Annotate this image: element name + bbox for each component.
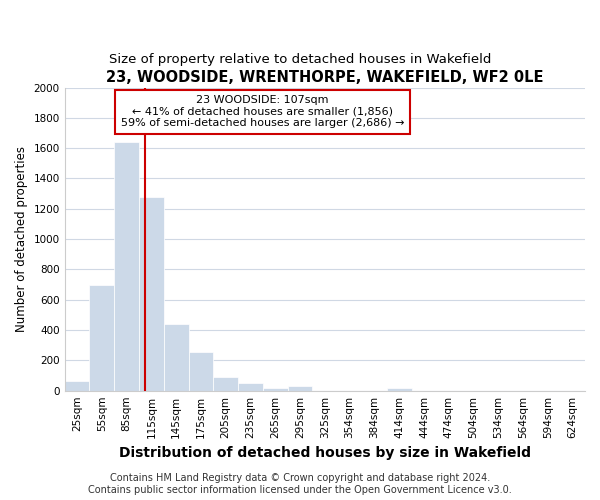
Bar — [164, 324, 188, 390]
Bar — [89, 286, 114, 391]
Text: 23 WOODSIDE: 107sqm
← 41% of detached houses are smaller (1,856)
59% of semi-det: 23 WOODSIDE: 107sqm ← 41% of detached ho… — [121, 95, 404, 128]
Bar — [287, 386, 313, 390]
Bar — [114, 142, 139, 390]
X-axis label: Distribution of detached houses by size in Wakefield: Distribution of detached houses by size … — [119, 446, 531, 460]
Bar — [214, 378, 238, 390]
Text: Contains HM Land Registry data © Crown copyright and database right 2024.
Contai: Contains HM Land Registry data © Crown c… — [88, 474, 512, 495]
Title: 23, WOODSIDE, WRENTHORPE, WAKEFIELD, WF2 0LE: 23, WOODSIDE, WRENTHORPE, WAKEFIELD, WF2… — [106, 70, 544, 85]
Bar — [387, 388, 412, 390]
Y-axis label: Number of detached properties: Number of detached properties — [15, 146, 28, 332]
Bar — [188, 352, 214, 391]
Bar — [263, 388, 287, 390]
Bar — [65, 381, 89, 390]
Text: Size of property relative to detached houses in Wakefield: Size of property relative to detached ho… — [109, 52, 491, 66]
Bar — [238, 383, 263, 390]
Bar — [139, 196, 164, 390]
